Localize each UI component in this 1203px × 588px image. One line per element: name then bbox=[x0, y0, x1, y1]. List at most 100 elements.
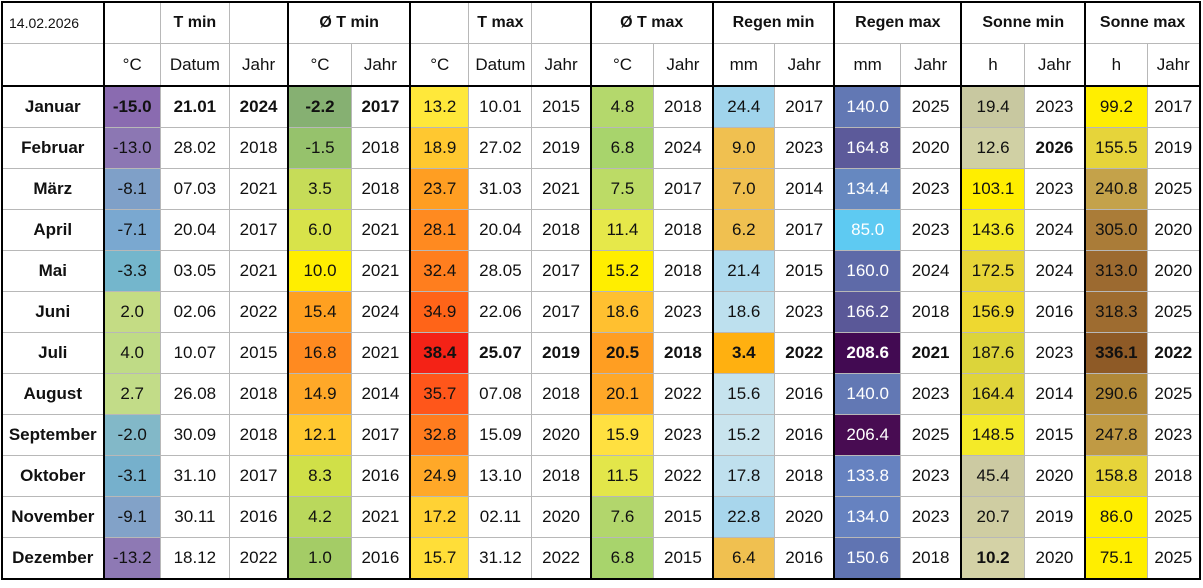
cell-avg-tmin-year: 2016 bbox=[350, 537, 411, 580]
unit-tmin-date: Datum bbox=[159, 43, 230, 87]
cell-month: März bbox=[1, 168, 105, 210]
cell-tmin: -3.3 bbox=[102, 250, 161, 292]
cell-rain-min: 7.0 bbox=[711, 168, 776, 210]
header-rain-min: Regen min bbox=[711, 1, 835, 44]
table-row: Februar -13.0 28.02 2018 -1.5 2018 18.9 27.02 20… bbox=[1, 127, 1201, 169]
cell-tmax: 18.9 bbox=[409, 127, 470, 169]
cell-tmax: 32.8 bbox=[409, 414, 470, 456]
cell-avg-tmin: 12.1 bbox=[287, 414, 352, 456]
header-month-spacer bbox=[1, 43, 105, 87]
cell-rain-max: 150.6 bbox=[833, 537, 901, 580]
cell-avg-tmin-year: 2021 bbox=[350, 332, 411, 374]
cell-rain-min: 24.4 bbox=[711, 85, 776, 128]
cell-sun-min: 45.4 bbox=[960, 455, 1025, 497]
cell-rain-min-year: 2018 bbox=[774, 455, 835, 497]
cell-rain-max: 140.0 bbox=[833, 373, 901, 415]
cell-tmax: 35.7 bbox=[409, 373, 470, 415]
header-tmax-spacer2 bbox=[531, 1, 592, 44]
cell-tmax: 15.7 bbox=[409, 537, 470, 580]
cell-tmax-year: 2019 bbox=[531, 127, 592, 169]
cell-tmin: -3.1 bbox=[102, 455, 161, 497]
cell-avg-tmin-year: 2021 bbox=[350, 250, 411, 292]
cell-avg-tmax: 6.8 bbox=[589, 127, 655, 169]
cell-rain-max: 134.4 bbox=[833, 168, 901, 210]
cell-rain-min: 3.4 bbox=[711, 332, 776, 374]
cell-avg-tmin-year: 2017 bbox=[350, 85, 411, 128]
cell-rain-max-year: 2023 bbox=[899, 455, 962, 497]
cell-sun-max: 336.1 bbox=[1084, 332, 1148, 374]
cell-avg-tmax-year: 2017 bbox=[653, 168, 714, 210]
cell-tmin-date: 30.11 bbox=[159, 496, 230, 538]
cell-rain-min: 9.0 bbox=[711, 127, 776, 169]
table-row: Dezember -13.2 18.12 2022 1.0 2016 15.7 31.12 20… bbox=[1, 537, 1201, 580]
cell-sun-max: 290.6 bbox=[1084, 373, 1148, 415]
cell-avg-tmax-year: 2018 bbox=[653, 209, 714, 251]
cell-sun-min: 164.4 bbox=[960, 373, 1025, 415]
cell-month: September bbox=[1, 414, 105, 456]
cell-tmin-year: 2015 bbox=[228, 332, 289, 374]
cell-sun-max: 247.8 bbox=[1084, 414, 1148, 456]
cell-tmin-year: 2018 bbox=[228, 414, 289, 456]
cell-rain-min-year: 2016 bbox=[774, 414, 835, 456]
cell-rain-max: 208.6 bbox=[833, 332, 901, 374]
cell-avg-tmax-year: 2024 bbox=[653, 127, 714, 169]
cell-sun-max: 240.8 bbox=[1084, 168, 1148, 210]
cell-avg-tmax: 7.5 bbox=[589, 168, 655, 210]
cell-tmax-date: 28.05 bbox=[468, 250, 533, 292]
table-row: Juli 4.0 10.07 2015 16.8 2021 38.4 25.07 2019 20.… bbox=[1, 332, 1201, 374]
cell-tmax-date: 02.11 bbox=[468, 496, 533, 538]
cell-tmax-year: 2018 bbox=[531, 455, 592, 497]
cell-rain-min-year: 2016 bbox=[774, 537, 835, 580]
cell-avg-tmin-year: 2017 bbox=[350, 414, 411, 456]
unit-rain-min: mm bbox=[711, 43, 776, 87]
cell-rain-max-year: 2025 bbox=[899, 414, 962, 456]
unit-sun-min: h bbox=[960, 43, 1025, 87]
cell-sun-max: 305.0 bbox=[1084, 209, 1148, 251]
cell-sun-min-year: 2019 bbox=[1023, 496, 1086, 538]
cell-sun-max: 99.2 bbox=[1084, 85, 1148, 128]
cell-sun-max: 75.1 bbox=[1084, 537, 1148, 580]
cell-avg-tmax: 15.9 bbox=[589, 414, 655, 456]
cell-tmin-date: 07.03 bbox=[159, 168, 230, 210]
cell-tmin-year: 2018 bbox=[228, 373, 289, 415]
cell-tmin: -15.0 bbox=[102, 85, 161, 128]
cell-tmax-year: 2020 bbox=[531, 496, 592, 538]
header-tmax: T max bbox=[468, 1, 533, 44]
cell-sun-min-year: 2023 bbox=[1023, 332, 1086, 374]
unit-tmax: °C bbox=[409, 43, 470, 87]
cell-sun-min-year: 2024 bbox=[1023, 209, 1086, 251]
cell-avg-tmax-year: 2018 bbox=[653, 250, 714, 292]
cell-avg-tmax: 4.8 bbox=[589, 85, 655, 128]
cell-rain-max: 160.0 bbox=[833, 250, 901, 292]
cell-rain-min: 17.8 bbox=[711, 455, 776, 497]
cell-avg-tmax: 20.1 bbox=[589, 373, 655, 415]
cell-avg-tmax-year: 2015 bbox=[653, 537, 714, 580]
cell-rain-max-year: 2023 bbox=[899, 373, 962, 415]
table-row: April -7.1 20.04 2017 6.0 2021 28.1 20.04 2018 11… bbox=[1, 209, 1201, 251]
cell-rain-max: 85.0 bbox=[833, 209, 901, 251]
cell-month: April bbox=[1, 209, 105, 251]
table-row: Juni 2.0 02.06 2022 15.4 2024 34.9 22.06 2017 18.… bbox=[1, 291, 1201, 333]
cell-rain-min-year: 2014 bbox=[774, 168, 835, 210]
cell-rain-min-year: 2017 bbox=[774, 209, 835, 251]
cell-avg-tmin-year: 2018 bbox=[350, 168, 411, 210]
cell-avg-tmax-year: 2023 bbox=[653, 291, 714, 333]
cell-rain-max-year: 2020 bbox=[899, 127, 962, 169]
cell-tmax-date: 25.07 bbox=[468, 332, 533, 374]
table-row: März -8.1 07.03 2021 3.5 2018 23.7 31.03 2021 7.5… bbox=[1, 168, 1201, 210]
cell-rain-min: 22.8 bbox=[711, 496, 776, 538]
cell-avg-tmax-year: 2022 bbox=[653, 373, 714, 415]
cell-avg-tmax: 15.2 bbox=[589, 250, 655, 292]
cell-tmin-year: 2021 bbox=[228, 168, 289, 210]
cell-sun-min-year: 2020 bbox=[1023, 537, 1086, 580]
cell-tmin: 4.0 bbox=[102, 332, 161, 374]
cell-sun-min: 156.9 bbox=[960, 291, 1025, 333]
cell-sun-max-year: 2020 bbox=[1146, 209, 1201, 251]
unit-rain-min-year: Jahr bbox=[774, 43, 835, 87]
cell-avg-tmin: 16.8 bbox=[287, 332, 352, 374]
cell-tmax-date: 13.10 bbox=[468, 455, 533, 497]
cell-rain-max: 166.2 bbox=[833, 291, 901, 333]
cell-tmax-date: 31.03 bbox=[468, 168, 533, 210]
cell-avg-tmin-year: 2021 bbox=[350, 496, 411, 538]
cell-tmin-year: 2024 bbox=[228, 85, 289, 128]
